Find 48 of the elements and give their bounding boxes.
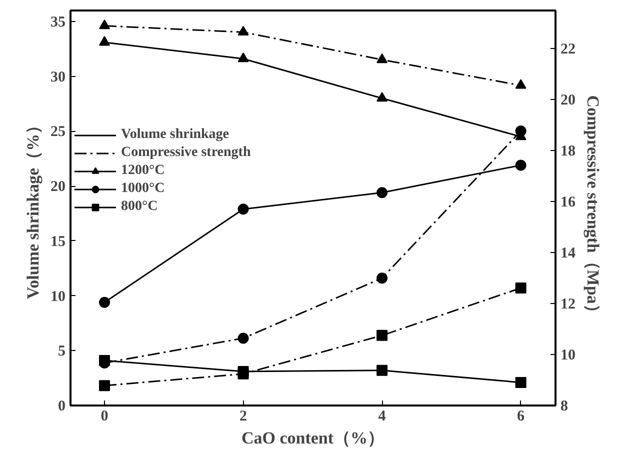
point: [99, 380, 110, 392]
y-axis-title: Volume shrinkage（%）: [24, 116, 42, 300]
y-tick-label: 25: [50, 124, 66, 140]
y2-axis-title: Compressive strength（Mpa）: [584, 95, 602, 321]
point: [238, 52, 249, 62]
point: [99, 20, 110, 30]
y-tick-label: 5: [58, 344, 66, 360]
point: [376, 53, 388, 64]
point: [99, 36, 110, 46]
point: [515, 79, 526, 89]
y-tick-label: 20: [50, 179, 66, 196]
point: [238, 332, 249, 344]
y2-tick-label: 8: [560, 398, 568, 414]
y2-tick-label: 22: [560, 42, 576, 58]
point: [515, 376, 526, 388]
point: [238, 26, 249, 36]
point: [515, 126, 526, 137]
point: [238, 204, 249, 215]
x-tick-label: 4: [378, 408, 386, 424]
y-tick-label: 35: [50, 14, 66, 30]
y-tick-label: 15: [50, 234, 66, 250]
point: [515, 282, 526, 294]
point: [376, 92, 388, 102]
x-tick-label: 0: [100, 408, 108, 424]
y-tick-label: 10: [50, 288, 66, 305]
point: [376, 364, 388, 376]
point: [376, 187, 388, 198]
point: [515, 160, 526, 171]
point: [376, 330, 388, 341]
y2-tick-label: 20: [560, 92, 576, 109]
y2-tick-label: 18: [560, 144, 576, 160]
annotation: Compressive strength: [121, 145, 251, 161]
point: [376, 272, 388, 284]
y-tick-label: 30: [50, 69, 66, 86]
point: [99, 296, 110, 308]
annotation: Volume shrinkage: [121, 127, 230, 143]
y2-tick-label: 12: [560, 296, 576, 313]
x-tick-label: 2: [240, 408, 248, 424]
y2-tick-label: 10: [560, 348, 576, 364]
legend-label: 1200°C: [121, 163, 165, 179]
legend-label: 800°C: [121, 199, 158, 215]
y2-tick-label: 14: [560, 246, 576, 262]
y-tick-label: 0: [58, 398, 66, 414]
x-axis-title: CaO content（%）: [241, 428, 385, 448]
point: [238, 368, 249, 380]
y2-tick-label: 16: [560, 194, 576, 211]
x-tick-label: 6: [517, 408, 526, 424]
legend-label: 1000°C: [121, 181, 165, 197]
